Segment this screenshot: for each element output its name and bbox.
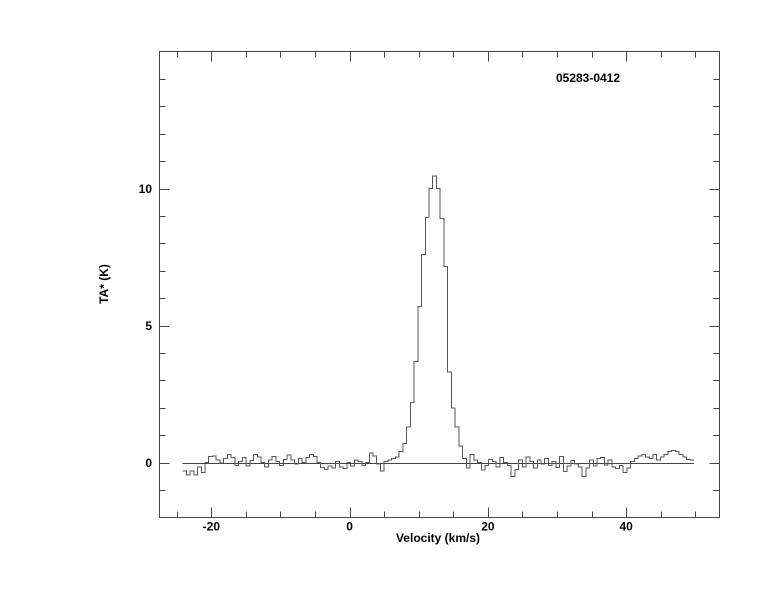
spectrum-line xyxy=(182,175,695,477)
x-tick-label: 40 xyxy=(619,520,633,534)
y-tick-label: 10 xyxy=(139,182,153,196)
source-name-label: 05283-0412 xyxy=(556,71,620,85)
x-tick-label: 20 xyxy=(481,520,495,534)
plot-frame xyxy=(159,51,720,518)
y-tick-label: 0 xyxy=(145,456,152,470)
x-tick-label: -20 xyxy=(203,520,221,534)
x-axis-label: Velocity (km/s) xyxy=(396,531,480,545)
y-tick-label: 5 xyxy=(145,319,152,333)
y-axis-label: TA* (K) xyxy=(97,264,111,304)
x-tick-label: 0 xyxy=(346,520,353,534)
